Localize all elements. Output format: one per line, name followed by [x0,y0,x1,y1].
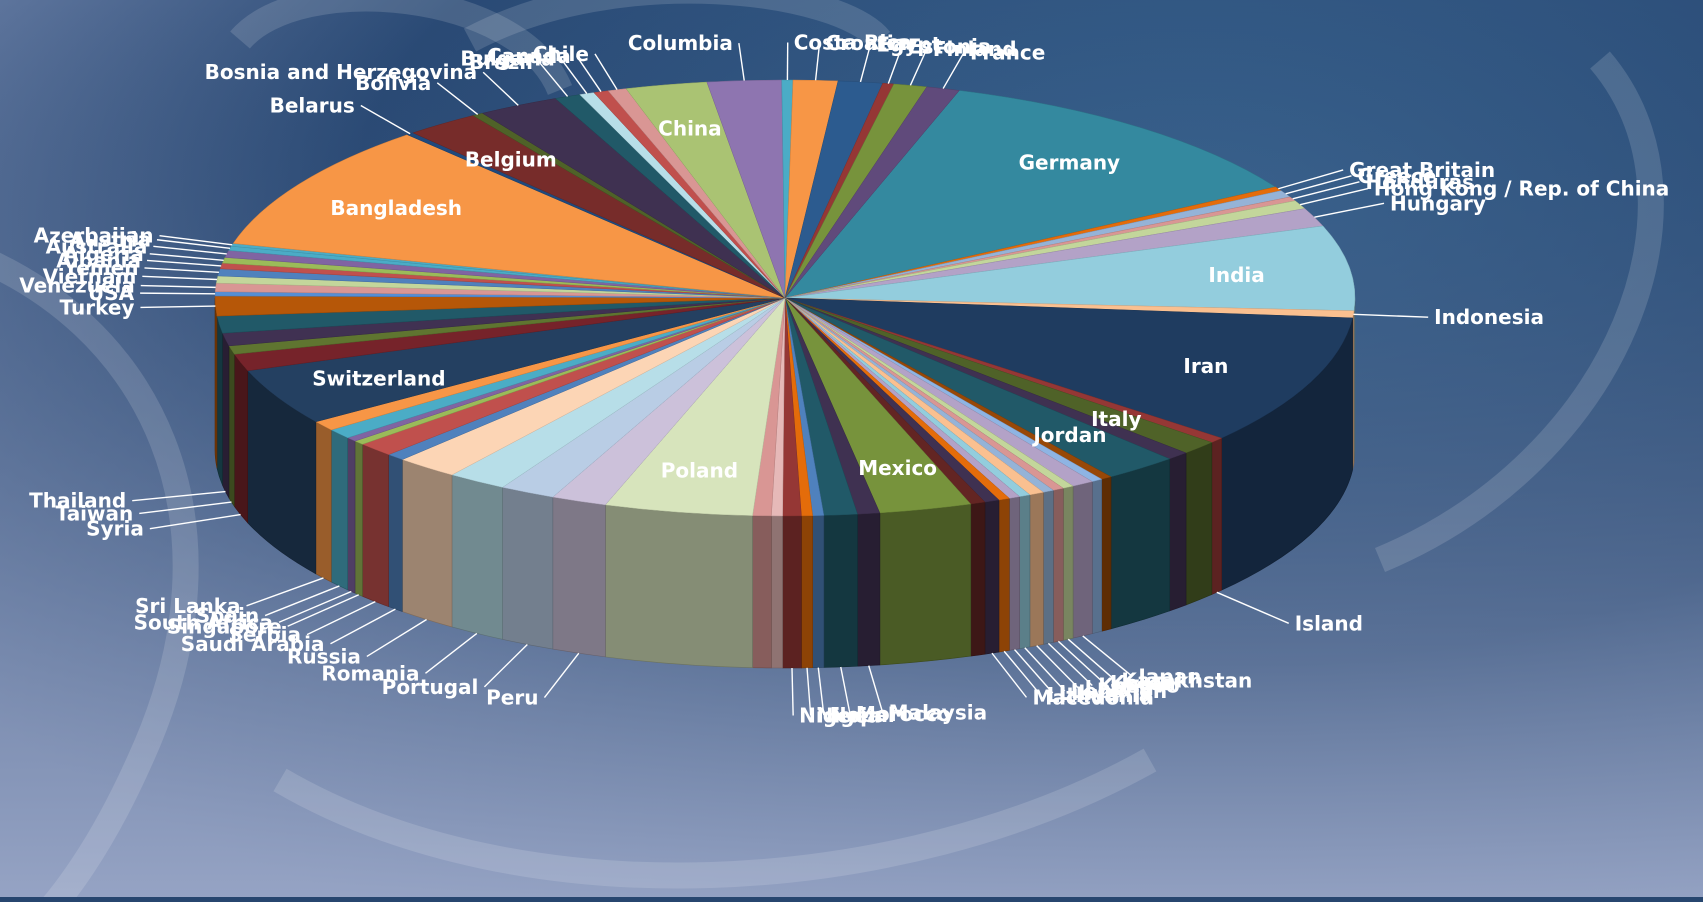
label-chile: Chile [533,42,589,66]
label-azerbaijan: Azerbaijan [34,224,154,248]
label-china: China [658,116,722,140]
slice-side-kosovo [1043,490,1053,644]
label-switzerland: Switzerland [312,366,445,390]
slice-side-unlabeled-14 [1092,479,1101,633]
slice-side-syria [234,354,247,522]
slice-side-unlabeled-48 [217,316,223,485]
label-bosnia-and-herzegovina: Bosnia and Herzegovina [205,60,478,84]
label-poland: Poland [661,458,738,482]
slice-side-unlabeled-13 [1102,477,1111,631]
pie-top-faces [215,80,1355,516]
label-nigeria: Nigeria [799,703,881,727]
label-india: India [1208,263,1264,287]
label-columbia: Columbia [628,31,733,55]
slice-side-thailand [222,333,228,498]
slice-side-macedonia [985,500,999,654]
slice-side-jordan [1111,459,1170,629]
label-indonesia: Indonesia [1434,305,1544,329]
slice-side-mexico [880,504,971,665]
slice-side-unlabeled-31 [771,516,782,668]
slice-side-south-africa [348,438,355,593]
slice-side-poland [605,505,752,668]
slice-side-lebanon [1020,495,1030,649]
slice-side-niger [801,516,812,668]
slice-side-portugal [503,487,553,649]
label-hungary: Hungary [1390,191,1486,215]
slice-side-japan [1073,482,1092,639]
slice-side-unlabeled-11 [1170,453,1186,611]
slice-side-island [1212,438,1222,594]
slice-side-russia [402,460,452,627]
slice-side-romania [452,475,503,639]
label-iran: Iran [1183,354,1228,378]
slice-side-unlabeled-32 [753,516,772,668]
slice-side-latvia [1030,492,1043,647]
label-sri-lanka: Sri Lanka [135,594,240,618]
slice-side-lithuania [999,498,1009,652]
label-belgium: Belgium [465,148,557,172]
slice-side-italy [1186,442,1212,604]
slice-side-peru [553,497,606,657]
label-bangladesh: Bangladesh [330,196,462,220]
slice-side-singapore [355,441,362,596]
slice-side-kazakhstan [1063,486,1073,640]
slice-side-morocco [824,514,858,667]
slice-side-libya [1009,497,1019,651]
slice-side-unlabeled-24 [971,502,985,656]
label-island: Island [1295,611,1363,635]
slice-side-malaysia [858,513,880,666]
label-belarus: Belarus [270,94,355,118]
label-france: France [970,41,1045,65]
label-peru: Peru [486,686,538,710]
slice-side-nepal [813,515,824,667]
slice-side-nigeria [783,516,802,668]
slice-side-korea [1053,488,1063,642]
label-macedonia: Macedonia [1032,685,1153,709]
label-germany: Germany [1019,151,1120,175]
slice-side-serbia [362,444,388,606]
leader-usa [140,293,215,294]
label-thailand: Thailand [29,489,126,513]
slice-side-spain [331,430,347,590]
label-jordan: Jordan [1031,423,1106,447]
label-mexico: Mexico [858,456,937,480]
slice-side-turkey [215,298,217,468]
slice-side-saudi-arabia [389,455,403,612]
slice-side-taiwan [229,346,234,506]
slice-side-sri-lanka [316,422,331,582]
